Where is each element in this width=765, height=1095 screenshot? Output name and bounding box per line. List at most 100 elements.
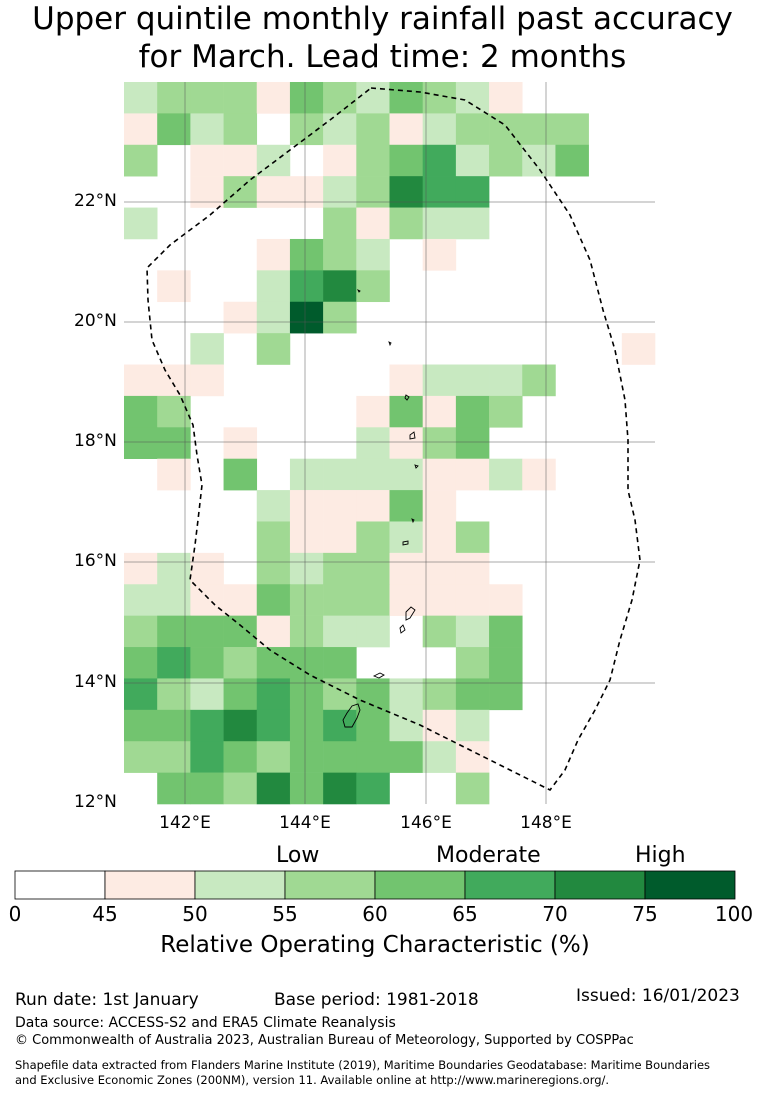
map-cell [489,458,523,491]
saipan-outline [405,606,416,621]
map-cell [289,741,324,773]
lat-label-18n: 18°N [74,431,117,451]
map-cell [190,709,224,742]
map-cell [289,678,324,711]
map-cell [356,741,390,773]
map-cell [455,458,490,491]
map-cell [157,615,191,648]
map-cell [323,552,357,585]
colorbar-tick-60: 60 [362,902,388,926]
lon-label-146e: 146°E [400,813,452,833]
map-cell [455,709,490,742]
map-cell [124,678,158,711]
map-cell [356,709,390,742]
map-cell [289,301,324,334]
alamagan-outline [414,464,419,469]
map-cell [555,144,589,177]
map-cell [190,113,224,146]
map-cell [289,176,324,208]
map-cell [289,647,324,679]
map-cell [356,427,390,459]
map-cell [356,238,390,271]
map-cell [190,584,224,616]
map-cell [356,615,390,648]
map-cell [422,552,457,585]
map-cell [356,521,390,554]
map-cell [289,238,324,271]
map-cell [356,584,390,616]
map-cell [256,584,291,616]
map-cell [323,238,357,271]
map-cell [157,772,191,805]
map-cell [190,678,224,711]
lon-label-142e: 142°E [159,813,211,833]
colorbar-swatch [374,870,466,900]
map-cell [124,364,158,397]
map-cell [455,584,490,616]
map-cell [190,333,224,365]
map-cell [422,82,457,114]
colorbar-tick-75: 75 [632,902,658,926]
map-cell [190,741,224,773]
map-cell [356,270,390,303]
colorbar-tick-55: 55 [272,902,298,926]
map-cell [323,458,357,491]
map-cell [190,552,224,585]
map-cell [389,113,423,146]
colorbar-swatch [284,870,376,900]
map-cell [455,647,490,679]
map-cell [422,144,457,177]
map-cell [223,709,258,742]
map-cell [356,113,390,146]
map-cell [422,615,457,648]
map-cell [223,458,258,491]
map-cell [389,584,423,616]
map-cell [455,364,490,397]
map-cell [323,678,357,711]
map-cell [289,772,324,805]
map-cell [422,427,457,459]
map-cell [124,82,158,114]
map-cell [124,395,158,428]
map-cell [323,144,357,177]
map-cell [455,113,490,146]
map-cell [323,113,357,146]
lat-label-12n: 12°N [74,792,117,812]
map-cell [455,176,490,208]
map-cell [489,364,523,397]
map-cell [356,207,390,240]
map-cell [289,458,324,491]
colorbar-tick-0: 0 [8,902,22,926]
rota-outline [372,672,385,679]
colorbar-category-low: Low [276,843,320,868]
map-cell [489,82,523,114]
colorbar-tick-65: 65 [452,902,478,926]
lat-label-22n: 22°N [74,191,117,211]
colorbar-swatch [644,870,736,900]
map-cell [323,615,357,648]
colorbar-tick-50: 50 [182,902,208,926]
eez-boundary [146,87,641,792]
map-cell [256,521,291,554]
map-cell [256,615,291,648]
map-cell [522,364,556,397]
map-cell [389,678,423,711]
map-cell [190,82,224,114]
map-cell [323,647,357,679]
map-cell [489,678,523,711]
map-cell [455,678,490,711]
lon-label-144e: 144°E [279,813,331,833]
map-cell [455,427,490,459]
issued-date: Issued: 16/01/2023 [576,986,740,1006]
map-cell [455,772,490,805]
map-cell [422,238,457,271]
map-cell [389,427,423,459]
map-cell [190,647,224,679]
map-cell [522,113,556,146]
map-cell [124,552,158,585]
map-cell [455,521,490,554]
map-cell [522,144,556,177]
map-cell [455,82,490,114]
copyright: © Commonwealth of Australia 2023, Austra… [15,1033,634,1048]
